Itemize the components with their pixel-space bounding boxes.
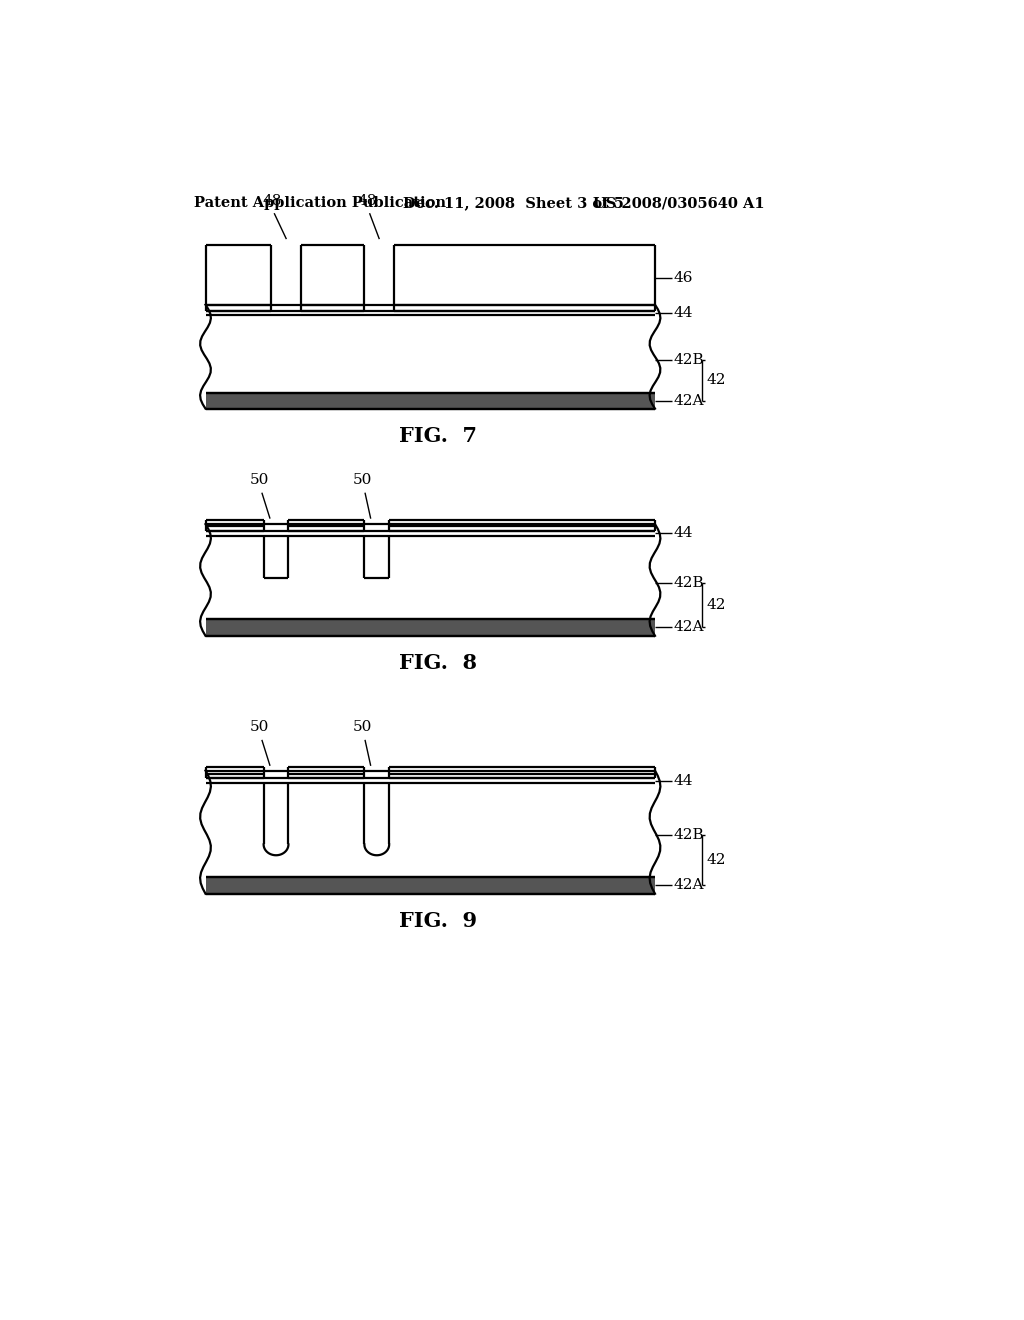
Text: 44: 44 (674, 774, 693, 788)
Text: 42: 42 (707, 374, 726, 387)
Text: US 2008/0305640 A1: US 2008/0305640 A1 (593, 197, 765, 210)
Text: FIG.  9: FIG. 9 (399, 911, 477, 931)
Text: 42A: 42A (674, 393, 705, 408)
Text: Dec. 11, 2008  Sheet 3 of 5: Dec. 11, 2008 Sheet 3 of 5 (403, 197, 624, 210)
Text: FIG.  8: FIG. 8 (399, 653, 477, 673)
Bar (206, 619, 655, 636)
Text: 42B: 42B (674, 354, 705, 367)
Text: 50: 50 (353, 721, 373, 734)
Text: Patent Application Publication: Patent Application Publication (194, 197, 445, 210)
Bar (365, 531, 389, 536)
Text: 42: 42 (707, 598, 726, 612)
Bar (365, 779, 389, 783)
Bar (263, 779, 289, 783)
Bar (206, 393, 655, 409)
Bar (263, 531, 289, 536)
Text: 44: 44 (674, 306, 693, 321)
Text: 50: 50 (353, 473, 373, 487)
Bar (206, 876, 655, 894)
Text: 42: 42 (707, 853, 726, 867)
Text: 44: 44 (674, 527, 693, 540)
Text: 42A: 42A (674, 620, 705, 635)
Text: 48: 48 (262, 194, 282, 207)
Text: 48: 48 (357, 194, 377, 207)
Text: 42A: 42A (674, 878, 705, 892)
Text: 42B: 42B (674, 828, 705, 842)
Text: FIG.  7: FIG. 7 (399, 425, 477, 446)
Text: 46: 46 (674, 271, 693, 285)
Text: 50: 50 (249, 473, 268, 487)
Text: 50: 50 (249, 721, 268, 734)
Text: 42B: 42B (674, 576, 705, 590)
